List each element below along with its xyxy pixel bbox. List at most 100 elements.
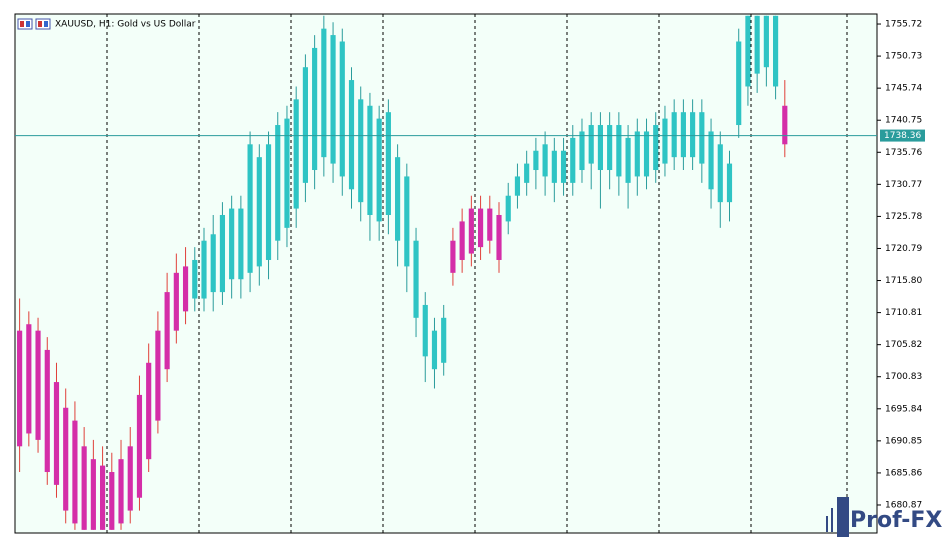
candle-body bbox=[579, 131, 585, 171]
candle-body bbox=[745, 15, 751, 87]
candle-body bbox=[560, 150, 567, 183]
y-tick-label: 1695.84 bbox=[885, 404, 922, 414]
candle-body bbox=[570, 137, 576, 183]
candle-body bbox=[238, 208, 244, 280]
candle-body bbox=[210, 234, 216, 293]
candle-body bbox=[699, 112, 705, 164]
price-label: 1738.36 bbox=[884, 131, 921, 141]
candle-body bbox=[302, 67, 308, 183]
candle-body bbox=[643, 131, 650, 177]
candle-body bbox=[413, 240, 419, 318]
candle-body bbox=[256, 157, 262, 267]
candle-body bbox=[690, 112, 696, 158]
candle-body bbox=[118, 459, 124, 524]
candle-body bbox=[477, 208, 484, 248]
y-tick-label: 1755.72 bbox=[885, 20, 922, 30]
logo-bar bbox=[831, 508, 833, 532]
y-tick-label: 1745.74 bbox=[885, 84, 922, 94]
candle-body bbox=[607, 125, 613, 171]
candle-body bbox=[533, 150, 539, 171]
candle-body bbox=[26, 324, 32, 434]
candles bbox=[17, 15, 788, 530]
y-tick-label: 1720.79 bbox=[885, 244, 922, 254]
y-tick-label: 1715.80 bbox=[885, 276, 922, 286]
y-tick-label: 1705.82 bbox=[885, 340, 922, 350]
candle-body bbox=[754, 15, 760, 74]
candle-body bbox=[293, 99, 299, 209]
candle-body bbox=[726, 163, 733, 203]
candle-body bbox=[736, 41, 742, 126]
icon-part bbox=[26, 21, 30, 27]
candle-body bbox=[551, 150, 557, 183]
candle-body bbox=[653, 125, 659, 171]
candle-body bbox=[524, 163, 530, 183]
candle-body bbox=[450, 240, 456, 273]
icon-part bbox=[38, 21, 42, 27]
candle-body bbox=[44, 349, 50, 473]
y-tick-label: 1750.73 bbox=[885, 52, 922, 62]
candle-body bbox=[17, 330, 23, 447]
candle-body bbox=[312, 47, 318, 171]
candle-body bbox=[680, 112, 686, 158]
candle-body bbox=[358, 99, 364, 203]
candle-body bbox=[717, 144, 723, 203]
candle-body bbox=[321, 28, 327, 158]
candle-body bbox=[265, 144, 272, 260]
period-separators bbox=[106, 14, 848, 533]
candle-body bbox=[173, 272, 179, 331]
candle-body bbox=[468, 208, 474, 254]
icon-frame bbox=[17, 18, 33, 30]
candle-body bbox=[164, 292, 170, 370]
y-tick-label: 1710.81 bbox=[885, 308, 922, 318]
candle-body bbox=[662, 118, 668, 164]
candle-body bbox=[514, 176, 521, 196]
candle-body bbox=[422, 304, 428, 357]
candle-body bbox=[330, 35, 336, 164]
candle-body bbox=[72, 420, 78, 524]
candle-body bbox=[275, 125, 281, 241]
candle-body bbox=[671, 112, 677, 158]
candle-body bbox=[505, 195, 511, 222]
candle-body bbox=[487, 208, 493, 241]
y-tick-label: 1740.75 bbox=[885, 116, 922, 126]
y-tick-label: 1680.87 bbox=[885, 500, 922, 510]
y-tick-label: 1735.76 bbox=[885, 148, 922, 158]
watermark: Prof-FX bbox=[850, 508, 942, 533]
candle-body bbox=[348, 80, 355, 190]
candle-body bbox=[90, 459, 96, 530]
plot-area bbox=[14, 13, 878, 534]
candle-body bbox=[441, 317, 447, 363]
candle-body bbox=[376, 118, 382, 222]
candle-body bbox=[182, 266, 189, 312]
candle-body bbox=[53, 382, 60, 485]
candle-body bbox=[634, 131, 640, 177]
candle-body bbox=[284, 118, 290, 228]
candle-body bbox=[63, 407, 69, 511]
y-tick-label: 1730.77 bbox=[885, 180, 922, 190]
candle-body bbox=[247, 144, 253, 273]
candle-body bbox=[459, 221, 465, 260]
y-tick-label: 1725.78 bbox=[885, 212, 922, 222]
y-tick-label: 1690.85 bbox=[885, 436, 922, 446]
candle-body bbox=[625, 137, 631, 183]
candle-body bbox=[201, 240, 207, 299]
candle-body bbox=[229, 208, 235, 280]
y-tick-label: 1700.83 bbox=[885, 372, 922, 382]
y-tick-label: 1685.86 bbox=[885, 468, 922, 478]
candle-body bbox=[219, 214, 226, 293]
candle-body bbox=[136, 394, 143, 498]
candle-body bbox=[367, 105, 373, 215]
logo-bar bbox=[837, 497, 849, 537]
candle-body bbox=[542, 144, 548, 177]
chart-icon bbox=[17, 18, 51, 30]
candle-body bbox=[100, 465, 106, 530]
candle-body bbox=[597, 125, 604, 171]
candle-body bbox=[496, 214, 502, 260]
candle-body bbox=[782, 105, 788, 145]
candle-body bbox=[146, 362, 152, 460]
candle-body bbox=[616, 125, 622, 177]
logo-bar bbox=[826, 516, 828, 532]
watermark-logo bbox=[826, 497, 849, 537]
candle-body bbox=[708, 131, 714, 190]
